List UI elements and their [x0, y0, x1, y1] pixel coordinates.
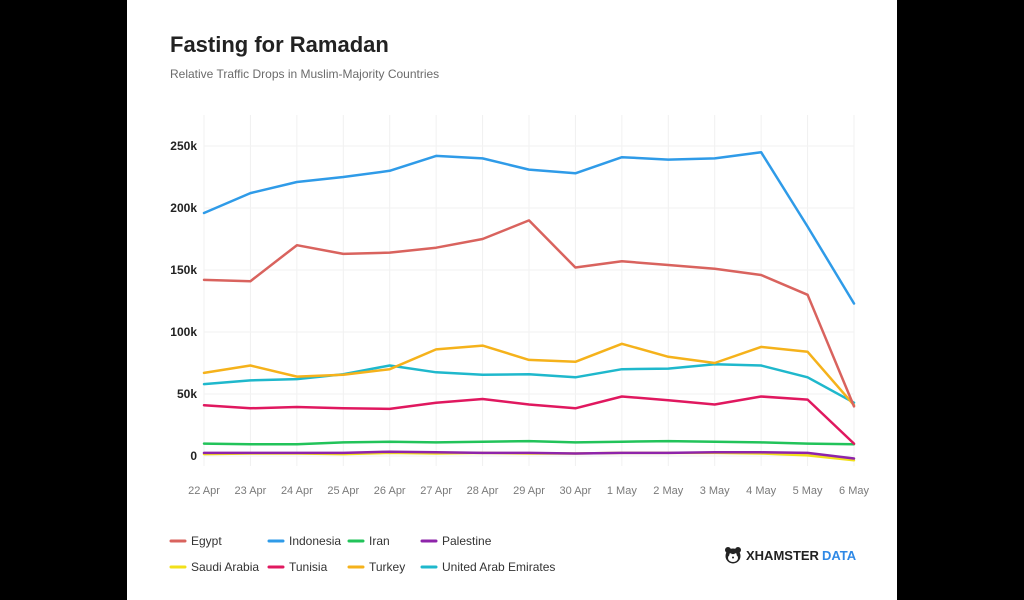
legend-label: Indonesia	[289, 534, 341, 548]
chart-card: Fasting for Ramadan Relative Traffic Dro…	[127, 0, 897, 600]
series-lines	[202, 150, 856, 462]
series-line-united-arab-emirates	[202, 362, 856, 404]
brand-suffix: DATA	[821, 547, 857, 563]
series-line-indonesia	[202, 150, 856, 305]
x-tick-label: 23 Apr	[235, 485, 267, 497]
legend-item: Egypt	[169, 534, 222, 548]
legend-label: Saudi Arabia	[191, 560, 259, 574]
brand-logo: XHAMSTER DATA	[723, 544, 856, 566]
x-tick-label: 30 Apr	[560, 485, 592, 497]
series-line-egypt	[202, 219, 856, 408]
x-tick-label: 27 Apr	[420, 485, 452, 497]
legend-item: Tunisia	[267, 560, 328, 574]
grid	[203, 115, 855, 466]
y-tick-label: 250k	[170, 139, 197, 153]
x-tick-label: 25 Apr	[327, 485, 359, 497]
y-tick-label: 0	[190, 449, 197, 463]
x-tick-label: 26 Apr	[374, 485, 406, 497]
legend: Egypt Indonesia Iran Palestine Saudi Arabia T…	[169, 534, 555, 574]
series-line-tunisia	[202, 395, 856, 445]
legend-label: United Arab Emirates	[442, 560, 555, 574]
x-tick-label: 22 Apr	[188, 485, 220, 497]
legend-label: Palestine	[442, 534, 492, 548]
hamster-icon	[725, 547, 741, 564]
legend-label: Iran	[369, 534, 390, 548]
chart-title: Fasting for Ramadan	[170, 32, 389, 57]
x-axis-ticks: 22 Apr 23 Apr 24 Apr 25 Apr 26 Apr 27 Apr 28 A…	[188, 485, 869, 497]
y-tick-label: 100k	[170, 325, 197, 339]
series-line-iran	[202, 439, 856, 446]
y-tick-label: 150k	[170, 263, 197, 277]
x-tick-label: 29 Apr	[513, 485, 545, 497]
legend-item: Turkey	[347, 560, 405, 574]
series-line-turkey	[202, 342, 856, 407]
x-tick-label: 5 May	[793, 485, 823, 497]
brand-name: XHAMSTER	[746, 547, 819, 563]
x-tick-label: 1 May	[607, 485, 637, 497]
legend-item: Iran	[347, 534, 390, 548]
y-tick-label: 50k	[177, 387, 197, 401]
legend-item: Palestine	[420, 534, 492, 548]
legend-label: Tunisia	[289, 560, 328, 574]
x-tick-label: 3 May	[700, 485, 730, 497]
legend-item: Saudi Arabia	[169, 560, 259, 574]
series-line-palestine	[202, 450, 856, 460]
y-tick-label: 200k	[170, 201, 197, 215]
x-tick-label: 4 May	[746, 485, 776, 497]
y-axis-ticks: 0 50k 100k 150k 200k 250k	[170, 139, 197, 463]
x-tick-label: 6 May	[839, 485, 869, 497]
x-tick-label: 24 Apr	[281, 485, 313, 497]
legend-item: United Arab Emirates	[420, 560, 555, 574]
x-tick-label: 28 Apr	[467, 485, 499, 497]
legend-label: Turkey	[369, 560, 405, 574]
x-tick-label: 2 May	[653, 485, 683, 497]
legend-item: Indonesia	[267, 534, 341, 548]
chart-subtitle: Relative Traffic Drops in Muslim-Majorit…	[170, 67, 440, 81]
legend-label: Egypt	[191, 534, 222, 548]
